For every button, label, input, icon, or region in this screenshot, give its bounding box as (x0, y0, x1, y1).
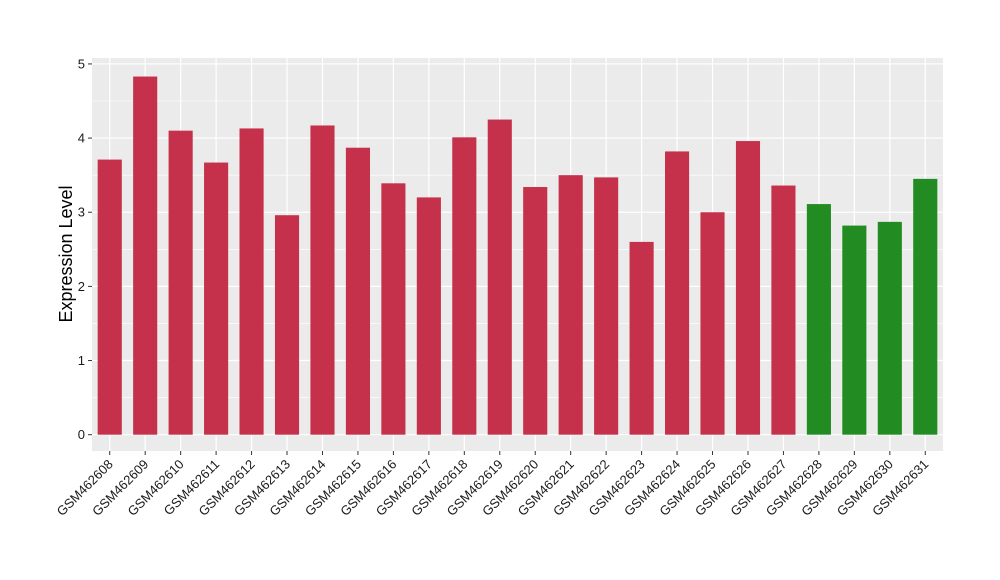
y-tick-label: 1 (78, 353, 85, 368)
bar-GSM462613 (274, 215, 300, 435)
y-tick-label: 5 (78, 56, 85, 71)
bar-GSM462626 (735, 141, 761, 435)
bar-GSM462629 (842, 225, 867, 435)
y-tick-label: 4 (78, 131, 85, 146)
bar-GSM462628 (806, 204, 831, 435)
bar-GSM462617 (416, 197, 441, 435)
y-axis: 0 1 2 3 4 5 (78, 56, 92, 442)
bar-GSM462616 (381, 183, 406, 435)
bars (97, 76, 938, 435)
bar-GSM462627 (771, 185, 796, 435)
bar-GSM462624 (665, 151, 690, 435)
bar-GSM462625 (700, 212, 725, 435)
bar-GSM462608 (97, 159, 122, 435)
bar-GSM462630 (877, 221, 902, 435)
bar-GSM462622 (594, 177, 619, 435)
y-axis-title: Expression Level (56, 185, 76, 322)
bar-GSM462615 (345, 147, 370, 435)
x-axis: GSM462608GSM462609GSM462610GSM462611GSM4… (54, 451, 931, 519)
bar-GSM462619 (487, 119, 512, 435)
y-tick-label: 0 (78, 427, 85, 442)
bar-GSM462621 (558, 175, 583, 435)
y-tick-label: 2 (78, 279, 85, 294)
bar-GSM462618 (452, 137, 477, 435)
y-tick-label: 3 (78, 205, 85, 220)
bar-GSM462611 (204, 162, 229, 435)
plot-panel (92, 58, 943, 451)
bar-GSM462610 (168, 130, 193, 435)
bar-GSM462620 (523, 187, 548, 435)
bar-GSM462631 (913, 178, 938, 435)
bar-GSM462614 (310, 125, 335, 435)
bar-GSM462623 (629, 241, 654, 435)
bar-GSM462609 (133, 76, 158, 435)
bar-GSM462612 (239, 128, 264, 435)
